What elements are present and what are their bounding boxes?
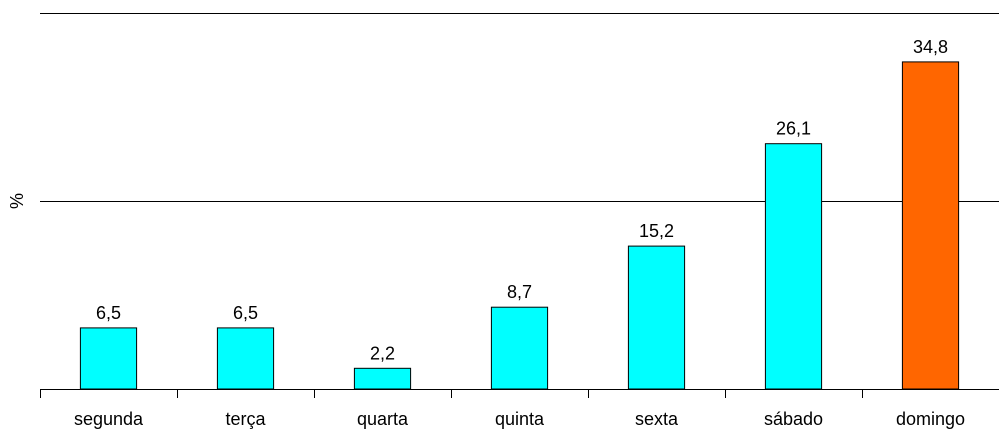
bar-domingo: [901, 61, 960, 390]
data-label-terça: 6,5: [233, 303, 258, 323]
category-label-quinta: quinta: [495, 409, 545, 429]
data-label-segunda: 6,5: [96, 303, 121, 323]
y-axis-label: %: [7, 193, 27, 209]
bar-sábado: [764, 143, 823, 390]
bars: [79, 61, 960, 390]
category-label-domingo: domingo: [896, 409, 965, 429]
data-label-quarta: 2,2: [370, 343, 395, 363]
data-label-sexta: 15,2: [639, 221, 674, 241]
category-label-sexta: sexta: [635, 409, 679, 429]
bar-terça: [216, 327, 275, 390]
category-label-quarta: quarta: [357, 409, 409, 429]
x-axis-ticks: [40, 389, 863, 398]
bar-sexta: [627, 245, 686, 390]
data-label-quinta: 8,7: [507, 282, 532, 302]
bar-segunda: [79, 327, 138, 390]
gridlines: [40, 13, 999, 202]
data-label-domingo: 34,8: [913, 37, 948, 57]
category-label-sábado: sábado: [764, 409, 823, 429]
bar-quarta: [353, 367, 412, 390]
category-label-terça: terça: [225, 409, 266, 429]
category-labels: segunda terça quarta quinta sexta sábado domin…: [74, 409, 965, 429]
bar-quinta: [490, 306, 549, 390]
data-label-sábado: 26,1: [776, 119, 811, 139]
data-labels: 6,5 6,5 2,2 8,7 15,2 26,1 34,8: [96, 37, 948, 363]
category-label-segunda: segunda: [74, 409, 144, 429]
